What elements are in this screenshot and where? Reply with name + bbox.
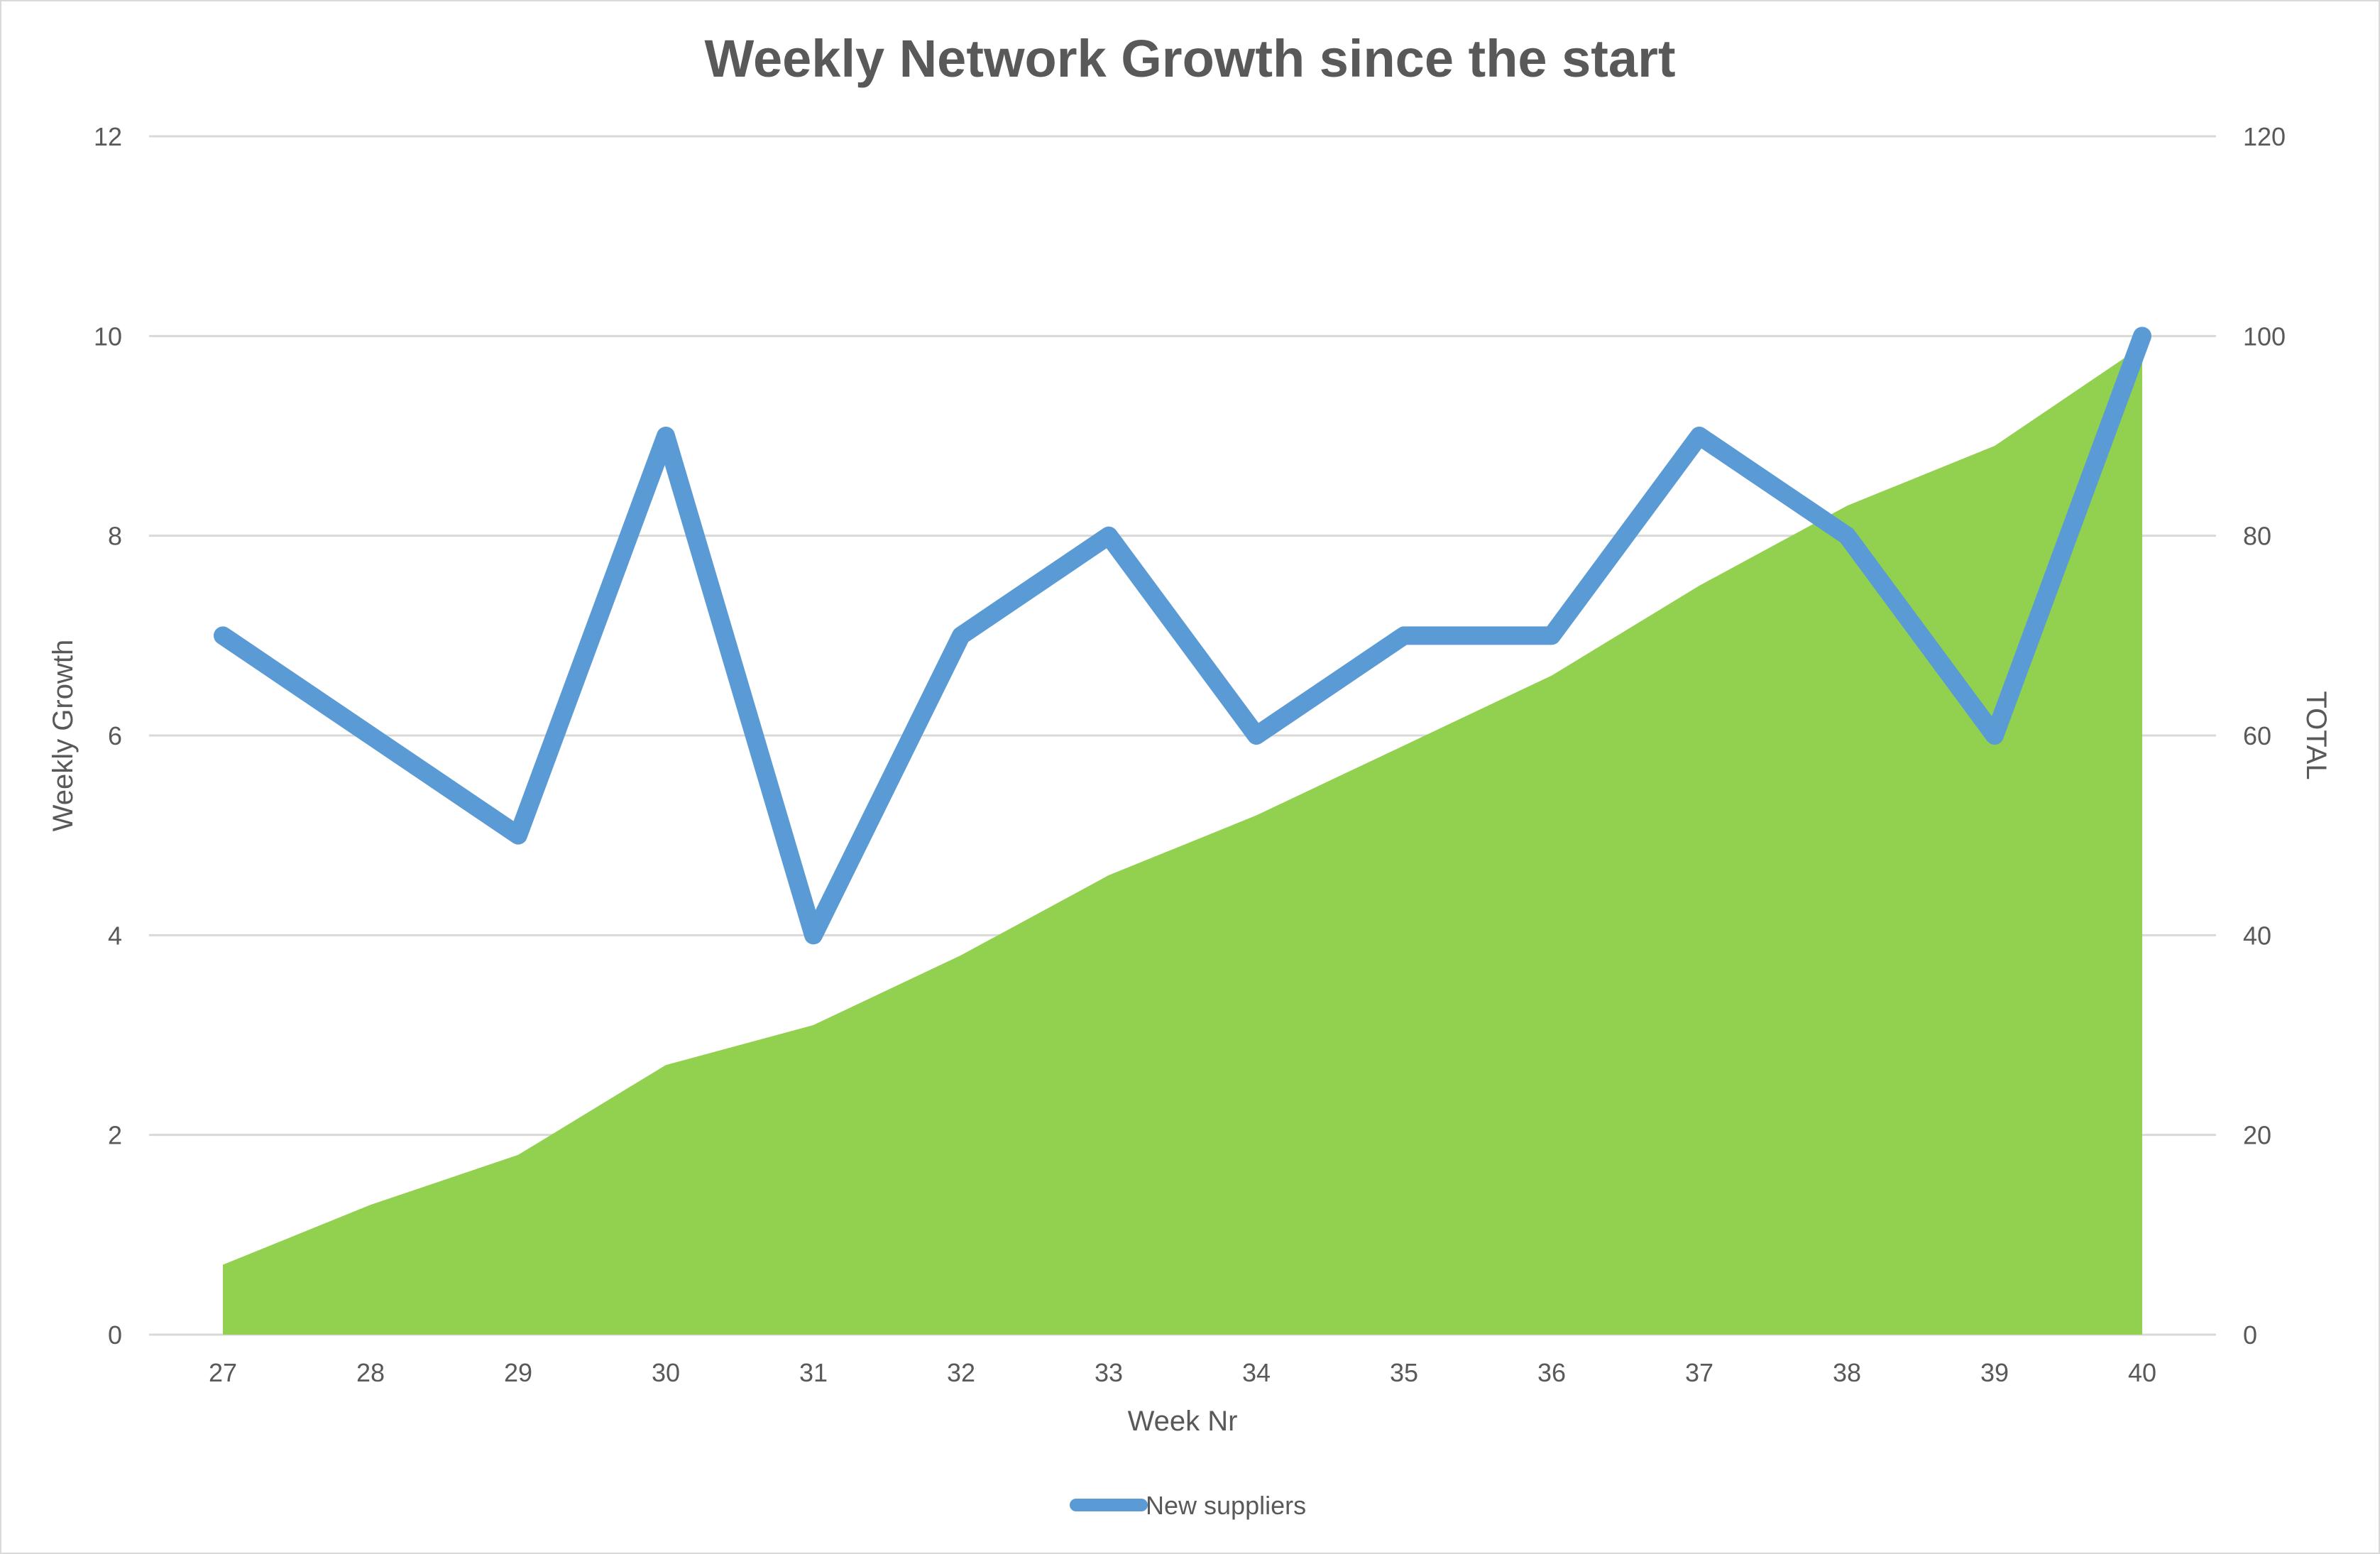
right-axis-tick-label: 0 <box>2243 1320 2257 1350</box>
new-suppliers-point <box>1551 635 1552 637</box>
left-axis-tick-label: 2 <box>108 1121 122 1150</box>
left-axis-title: Weekly Growth <box>48 640 79 831</box>
new-suppliers-point <box>813 934 814 936</box>
x-axis-tick-label: 32 <box>947 1358 975 1387</box>
x-axis-tick-label: 37 <box>1685 1358 1713 1387</box>
new-suppliers-point <box>1699 435 1700 437</box>
legend-label-new-suppliers: New suppliers <box>1146 1491 1306 1520</box>
left-axis-tick-label: 6 <box>108 721 122 750</box>
x-axis-tick-label: 36 <box>1537 1358 1566 1387</box>
new-suppliers-point <box>2142 335 2143 337</box>
chart-title: Weekly Network Growth since the start <box>704 29 1676 88</box>
new-suppliers-point <box>517 834 519 836</box>
x-axis-tick-label: 38 <box>1833 1358 1861 1387</box>
new-suppliers-point <box>665 435 667 437</box>
new-suppliers-line <box>214 327 2151 945</box>
right-axis-title: TOTAL <box>2301 691 2332 779</box>
new-suppliers-point <box>222 635 224 637</box>
left-axis-tick-label: 8 <box>108 522 122 551</box>
new-suppliers-point <box>1108 535 1109 537</box>
right-axis-tick-label: 60 <box>2243 721 2271 750</box>
x-axis-tick-label: 29 <box>504 1358 532 1387</box>
total-area-fill <box>223 346 2142 1335</box>
right-axis-tick-labels: 0 20 40 60 80 100 120 <box>2243 122 2286 1350</box>
x-axis-tick-label: 35 <box>1390 1358 1418 1387</box>
new-suppliers-point <box>960 635 962 637</box>
legend: New suppliers <box>1070 1491 1306 1520</box>
x-axis-tick-label: 27 <box>209 1358 237 1387</box>
x-axis-tick-label: 31 <box>799 1358 828 1387</box>
left-axis-tick-label: 4 <box>108 921 122 950</box>
left-axis-tick-labels: 0 2 4 6 8 10 12 <box>94 122 122 1350</box>
x-axis-tick-label: 39 <box>1980 1358 2009 1387</box>
new-suppliers-point <box>1994 735 1995 736</box>
new-suppliers-point <box>1256 735 1257 736</box>
new-suppliers-point <box>1403 635 1405 637</box>
new-suppliers-point <box>370 735 371 736</box>
right-axis-tick-label: 120 <box>2243 122 2286 151</box>
x-axis-title: Week Nr <box>1128 1406 1238 1437</box>
left-axis-tick-label: 0 <box>108 1320 122 1350</box>
left-axis-tick-label: 12 <box>94 122 122 151</box>
left-axis-tick-label: 10 <box>94 322 122 351</box>
right-axis-tick-label: 100 <box>2243 322 2286 351</box>
x-axis-tick-label: 28 <box>356 1358 385 1387</box>
x-axis-tick-label: 40 <box>2128 1358 2156 1387</box>
x-axis-tick-label: 33 <box>1095 1358 1123 1387</box>
new-suppliers-line-series <box>214 327 2151 945</box>
x-axis-tick-label: 34 <box>1242 1358 1271 1387</box>
right-axis-tick-label: 20 <box>2243 1121 2271 1150</box>
new-suppliers-point <box>1846 535 1848 537</box>
right-axis-tick-label: 80 <box>2243 522 2271 551</box>
right-axis-tick-label: 40 <box>2243 921 2271 950</box>
x-axis-tick-label: 30 <box>652 1358 680 1387</box>
x-axis-tick-labels: 27 28 29 30 31 32 33 34 35 36 37 38 39 40 <box>209 1358 2156 1387</box>
